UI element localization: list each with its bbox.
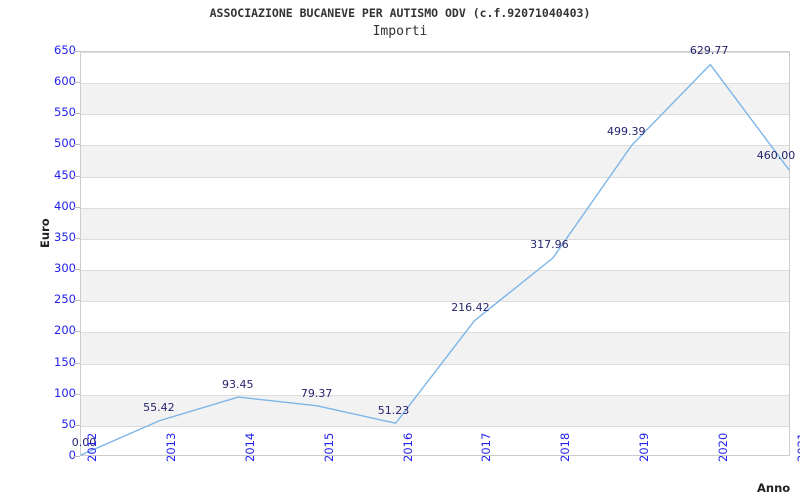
data-point-label: 216.42 bbox=[451, 301, 490, 315]
y-axis-tick-label: 150 bbox=[54, 354, 76, 369]
y-axis-tick-label: 50 bbox=[61, 416, 76, 431]
y-axis-tick-label: 600 bbox=[54, 74, 76, 89]
gridline bbox=[81, 114, 789, 116]
data-point-label: 51.23 bbox=[377, 404, 410, 418]
y-axis-tick-label: 0 bbox=[68, 448, 76, 462]
x-axis-tick-label: 2013 bbox=[163, 432, 178, 462]
chart-subtitle: Importi bbox=[372, 24, 428, 39]
y-axis-tick-label: 500 bbox=[54, 136, 76, 151]
x-axis-tick-label: 2012 bbox=[85, 432, 99, 462]
data-point-label: 79.37 bbox=[300, 386, 333, 400]
y-axis-tick-mark bbox=[74, 144, 80, 146]
y-axis-tick-mark bbox=[74, 331, 80, 333]
y-axis-tick-label: 200 bbox=[54, 323, 76, 338]
data-point-label: 93.45 bbox=[222, 377, 254, 391]
x-axis-tick-label: 2020 bbox=[716, 432, 731, 462]
series-polyline bbox=[80, 63, 790, 456]
gridline bbox=[81, 270, 789, 272]
y-axis-tick-label: 100 bbox=[54, 385, 76, 400]
y-axis-tick-mark bbox=[74, 269, 80, 271]
gridline bbox=[81, 301, 789, 303]
y-axis-tick-mark bbox=[74, 237, 80, 239]
y-axis-tick-mark bbox=[74, 300, 80, 302]
y-axis-tick-label: 300 bbox=[54, 261, 76, 276]
gridline bbox=[81, 332, 789, 334]
y-axis-tick-label: 400 bbox=[54, 198, 76, 213]
gridline bbox=[81, 363, 789, 365]
y-axis-tick-mark bbox=[74, 424, 80, 426]
y-axis-tick-label: 650 bbox=[54, 43, 76, 57]
y-axis-tick-label: 550 bbox=[54, 105, 76, 120]
x-axis-tick-label: 2019 bbox=[637, 432, 652, 462]
data-point-label: 499.39 bbox=[606, 124, 646, 138]
x-axis-label: Anno bbox=[757, 481, 791, 495]
plot-area bbox=[80, 51, 790, 456]
chart-title: ASSOCIAZIONE BUCANEVE PER AUTISMO ODV (c… bbox=[209, 6, 591, 20]
plot-band bbox=[81, 270, 789, 302]
plot-band bbox=[81, 145, 789, 177]
gridline bbox=[81, 83, 789, 85]
data-point-label: 460.00 bbox=[756, 149, 796, 163]
gridline bbox=[81, 145, 789, 147]
data-point-label: 317.96 bbox=[530, 237, 569, 251]
data-point-label: 0.00 bbox=[71, 436, 97, 449]
x-axis-tick-label: 2014 bbox=[242, 432, 257, 462]
y-axis-tick-mark bbox=[74, 393, 80, 395]
gridline bbox=[81, 176, 789, 178]
data-point-label: 55.42 bbox=[143, 401, 175, 415]
y-axis-tick-label: 250 bbox=[54, 292, 76, 307]
y-axis-tick-mark bbox=[74, 362, 80, 364]
data-point-label: 629.77 bbox=[689, 43, 729, 57]
y-axis-tick-mark bbox=[74, 175, 80, 177]
gridline bbox=[81, 207, 789, 209]
x-axis-tick-label: 2016 bbox=[400, 432, 415, 462]
y-axis-tick-mark bbox=[74, 456, 80, 457]
y-axis-tick-label: 450 bbox=[54, 167, 76, 182]
y-axis-tick-mark bbox=[74, 82, 80, 84]
plot-band bbox=[81, 207, 789, 239]
x-axis-tick-label: 2017 bbox=[479, 432, 494, 462]
y-axis-tick-mark bbox=[74, 113, 80, 115]
plot-band bbox=[81, 332, 789, 364]
x-axis-tick-label: 2015 bbox=[321, 432, 336, 462]
x-axis-tick-label: 2021 bbox=[795, 432, 800, 462]
data-series-line bbox=[80, 63, 790, 456]
plot-band bbox=[81, 394, 789, 426]
gridline bbox=[81, 238, 789, 240]
gridline bbox=[81, 394, 789, 396]
y-axis-label: Euro bbox=[38, 218, 52, 248]
y-axis-tick-mark bbox=[74, 51, 80, 52]
gridline bbox=[81, 425, 789, 427]
y-axis-tick-label: 350 bbox=[54, 229, 76, 244]
x-axis-tick-label: 2018 bbox=[558, 432, 573, 462]
plot-band bbox=[81, 83, 789, 115]
gridline bbox=[81, 52, 789, 53]
y-axis-tick-mark bbox=[74, 206, 80, 208]
